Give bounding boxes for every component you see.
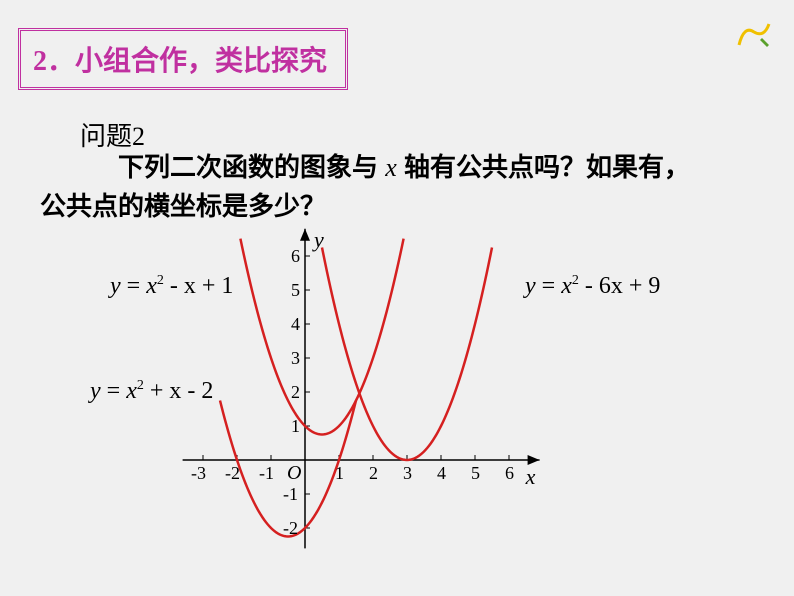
y-axis-label: y [314,227,324,253]
y-tick-label: 4 [291,314,300,335]
q-line1-var: x [385,153,397,182]
x-tick-label: -2 [225,463,240,484]
x-tick-label: 3 [403,463,412,484]
question-text: 下列二次函数的图象与 x 轴有公共点吗？如果有， 公共点的横坐标是多少？ [40,148,760,226]
x-tick-label: -1 [259,463,274,484]
section-header-box: 2．小组合作，类比探究 [18,28,348,90]
x-axis-label: x [526,464,536,490]
x-tick-label: 1 [335,463,344,484]
equation-2: y = x2 - 6x + 9 [525,273,660,300]
y-tick-label: 2 [291,382,300,403]
pen-icon [734,20,774,50]
y-tick-label: -1 [283,484,298,505]
q-line2: 公共点的横坐标是多少？ [40,191,326,221]
x-tick-label: 6 [505,463,514,484]
x-tick-label: 4 [437,463,446,484]
x-tick-label: 2 [369,463,378,484]
equation-3: y = x2 + x - 2 [90,378,213,405]
origin-label: O [287,462,301,485]
section-header-text: 2．小组合作，类比探究 [33,46,327,77]
y-tick-label: 5 [291,280,300,301]
y-tick-label: 3 [291,348,300,369]
q-line1-prefix: 下列二次函数的图象与 [118,152,385,182]
y-tick-label: 6 [291,246,300,267]
y-tick-label: -2 [283,518,298,539]
y-tick-label: 1 [291,416,300,437]
x-tick-label: -3 [191,463,206,484]
q-line1-suffix: 轴有公共点吗？如果有， [397,152,690,182]
equation-1: y = x2 - x + 1 [110,273,233,300]
x-tick-label: 5 [471,463,480,484]
